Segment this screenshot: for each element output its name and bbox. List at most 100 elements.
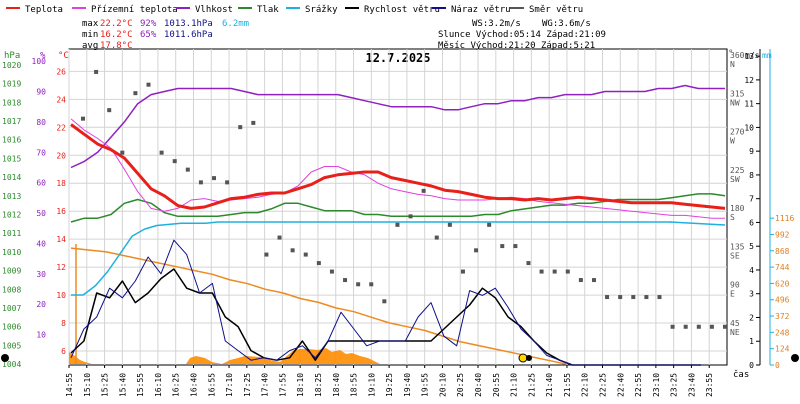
- x-tick-label-23: 20:40: [474, 373, 483, 397]
- wind-dir-point-12: [238, 125, 243, 130]
- mm-tick-6: 372: [775, 312, 790, 321]
- info-block: WS:3.2m/s WG:3.6m/s Slunce Východ:05:14 …: [438, 19, 606, 51]
- legend-label-7: Směr větru: [529, 5, 583, 15]
- stat-max-temp: 22.2°C: [100, 19, 133, 29]
- hpa-tick-14: 1006: [2, 323, 21, 332]
- wind-dir-point-3: [120, 150, 125, 155]
- ms-tick-7: 6: [749, 218, 754, 227]
- x-tick-label-20: 19:55: [421, 373, 430, 397]
- hpa-tick-9: 1011: [2, 229, 21, 238]
- pct-tick-7: 30: [36, 270, 46, 279]
- temp-tick-8: 10: [56, 291, 66, 300]
- hpa-axis-label: hPa: [4, 51, 20, 61]
- wind-dir-point-10: [212, 176, 217, 181]
- wind-dir-point-22: [369, 282, 374, 287]
- x-tick-label-24: 20:55: [492, 373, 501, 397]
- temp-tick-6: 14: [56, 235, 66, 244]
- hpa-tick-4: 1016: [2, 136, 21, 145]
- x-tick-label-5: 16:10: [154, 373, 163, 397]
- wind-dir-point-0: [81, 116, 85, 121]
- grid: [68, 49, 727, 365]
- wind-dir-point-19: [329, 269, 334, 274]
- ms-tick-4: 9: [749, 147, 754, 156]
- stat-min-hum: 65%: [140, 30, 157, 40]
- x-tick-label-31: 22:40: [616, 373, 625, 397]
- temp-tick-2: 22: [56, 123, 66, 132]
- wind-dir-point-40: [605, 295, 610, 300]
- wind-dir-point-43: [644, 295, 649, 300]
- mm-tick-0: 1116: [775, 214, 794, 223]
- pct-axis-label: %: [40, 51, 46, 61]
- wind-dir-point-28: [447, 222, 452, 227]
- temp-tick-9: 8: [61, 319, 66, 328]
- hpa-tick-1: 1019: [2, 80, 21, 89]
- x-tick-label-16: 18:55: [350, 373, 359, 397]
- stat-max-press: 1013.1hPa: [164, 19, 213, 29]
- chart-title: 12.7.2025: [365, 51, 430, 65]
- x-tick-label-26: 21:25: [527, 373, 536, 397]
- wind-dir-point-33: [513, 244, 518, 249]
- x-tick-label-28: 21:55: [563, 373, 572, 397]
- ms-tick-3: 10: [744, 123, 754, 132]
- stat-rain: 6.2mm: [222, 19, 249, 29]
- x-tick-label-0: 14:55: [65, 373, 74, 397]
- pct-tick-5: 50: [36, 209, 46, 218]
- wind-dir-point-9: [198, 180, 203, 185]
- dir-tick-4: 180: [730, 204, 745, 213]
- wind-dir-point-4: [133, 91, 138, 96]
- dir-tick-1: 315: [730, 89, 745, 98]
- x-tick-label-12: 17:55: [278, 373, 287, 397]
- x-tick-label-15: 18:40: [332, 373, 341, 397]
- legend-label-4: Srážky: [305, 5, 338, 15]
- wind-dir-point-1: [94, 69, 99, 74]
- wind-dir-point-45: [670, 324, 675, 329]
- x-tick-label-27: 21:40: [545, 373, 554, 397]
- mm-tick-2: 868: [775, 247, 790, 256]
- stat-min-label: min: [82, 30, 98, 40]
- wind-dir-point-30: [474, 248, 479, 253]
- mm-tick-4: 620: [775, 279, 790, 288]
- pct-tick-3: 70: [36, 148, 46, 157]
- x-tick-label-35: 23:40: [687, 373, 696, 397]
- x-tick-label-22: 20:25: [456, 373, 465, 397]
- wind-dir-point-41: [618, 295, 623, 300]
- moonrise-marker: [526, 355, 532, 361]
- hpa-tick-8: 1012: [2, 210, 21, 219]
- series-temperature: [70, 123, 726, 210]
- x-tick-label-32: 22:55: [634, 373, 643, 397]
- mm-tick-3: 744: [775, 263, 790, 272]
- ms-tick-5: 8: [749, 171, 754, 180]
- mm-tick-1: 992: [775, 230, 790, 239]
- wind-dir-point-47: [696, 324, 701, 329]
- ms-tick-1: 12: [744, 76, 754, 85]
- hpa-tick-7: 1013: [2, 192, 21, 201]
- wind-dir-point-31: [487, 222, 492, 227]
- wind-dir-point-42: [631, 295, 636, 300]
- legend-label-6: Náraz větru: [451, 5, 511, 15]
- temp-axis-label: °C: [58, 51, 69, 61]
- ms-tick-10: 3: [749, 290, 754, 299]
- hpa-tick-2: 1018: [2, 98, 21, 107]
- dir-tick-2: 270: [730, 128, 745, 137]
- x-tick-label-11: 17:40: [261, 373, 270, 397]
- x-tick-label-3: 15:40: [118, 373, 127, 397]
- hpa-tick-11: 1009: [2, 267, 21, 276]
- temp-tick-3: 20: [56, 151, 66, 160]
- stat-min-press: 1011.6hPa: [164, 30, 213, 40]
- wind-dir-point-8: [185, 167, 190, 172]
- pct-tick-0: 100: [32, 57, 47, 66]
- dir-axis-label: °: [728, 49, 733, 59]
- wind-dir-point-37: [565, 269, 570, 274]
- stats-block: max 22.2°C 92% 1013.1hPa 6.2mm min 16.2°…: [82, 19, 249, 51]
- dir-name-0: N: [730, 60, 735, 69]
- x-tick-label-25: 21:10: [510, 373, 519, 397]
- x-tick-label-19: 19:40: [403, 373, 412, 397]
- temp-tick-5: 16: [56, 207, 66, 216]
- wind-dir-point-39: [591, 278, 596, 283]
- temp-tick-1: 24: [56, 95, 66, 104]
- hpa-tick-0: 1020: [2, 61, 21, 70]
- x-tick-label-1: 15:10: [83, 373, 92, 397]
- series-pressure-trend: [70, 247, 567, 365]
- wind-dir-point-18: [316, 261, 321, 266]
